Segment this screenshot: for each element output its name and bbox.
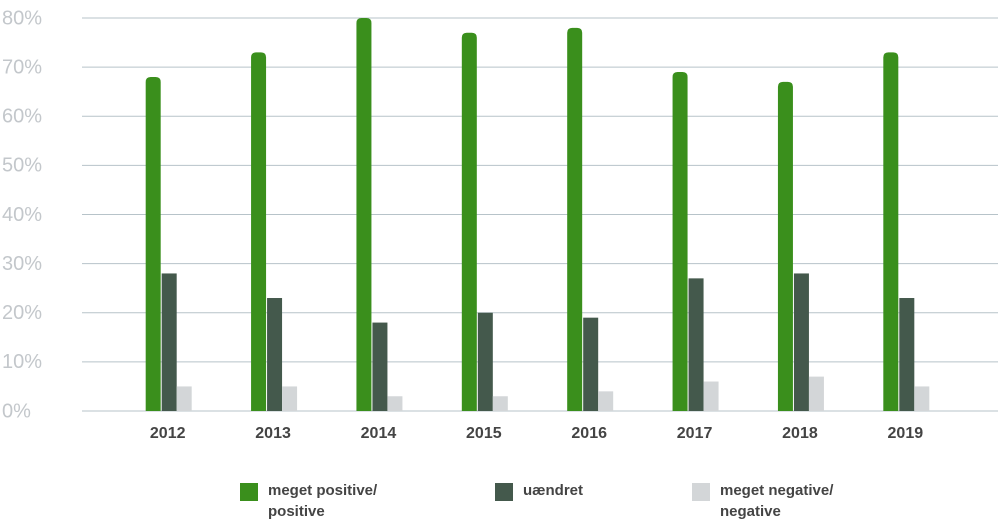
y-tick-label: 40% bbox=[2, 204, 42, 226]
legend-swatch bbox=[495, 483, 513, 501]
bar bbox=[883, 52, 899, 411]
bar bbox=[282, 386, 298, 411]
x-tick-label: 2019 bbox=[888, 425, 924, 442]
legend-item: meget negative/ negative bbox=[692, 480, 860, 522]
y-tick-label: 30% bbox=[2, 253, 42, 275]
y-tick-label: 50% bbox=[2, 155, 42, 177]
bar bbox=[267, 298, 283, 411]
bar bbox=[688, 278, 704, 411]
bar bbox=[176, 386, 192, 411]
legend: meget positive/ positive uændret meget neg… bbox=[0, 480, 998, 520]
bar bbox=[899, 298, 915, 411]
bar bbox=[703, 381, 719, 411]
y-tick-label: 80% bbox=[2, 7, 42, 29]
chart: 0% 10% 20% 30% 40% 50% 60% 70% 80% 2012 2013 2014 20… bbox=[2, 7, 998, 442]
bar bbox=[492, 396, 508, 411]
y-tick-label: 20% bbox=[2, 302, 42, 324]
bar bbox=[672, 72, 688, 411]
x-tick-label: 2016 bbox=[571, 425, 607, 442]
bar bbox=[914, 386, 930, 411]
legend-swatch bbox=[240, 483, 258, 501]
x-tick-label: 2013 bbox=[255, 425, 291, 442]
bar bbox=[145, 76, 161, 411]
x-tick-label: 2012 bbox=[150, 425, 186, 442]
bar bbox=[598, 391, 614, 411]
bar bbox=[461, 32, 477, 412]
legend-item: meget positive/ positive bbox=[240, 480, 408, 522]
bar bbox=[583, 317, 599, 411]
legend-label: meget positive/ positive bbox=[268, 482, 378, 520]
bar bbox=[356, 18, 372, 411]
bar bbox=[372, 322, 388, 411]
legend-label: meget negative/ negative bbox=[720, 482, 834, 520]
bar bbox=[793, 273, 809, 411]
bar bbox=[808, 376, 824, 411]
x-tick-label: 2015 bbox=[466, 425, 502, 442]
bar bbox=[567, 27, 583, 411]
x-tick-label: 2017 bbox=[677, 425, 713, 442]
y-tick-label: 0% bbox=[2, 400, 31, 422]
y-tick-label: 70% bbox=[2, 56, 42, 78]
bar bbox=[251, 52, 267, 411]
bar bbox=[387, 396, 403, 411]
x-tick-label: 2018 bbox=[782, 425, 818, 442]
legend-label: uændret bbox=[523, 482, 583, 499]
legend-item: uændret bbox=[495, 480, 663, 501]
bar bbox=[161, 273, 177, 411]
y-tick-label: 10% bbox=[2, 351, 42, 373]
legend-swatch bbox=[692, 483, 710, 501]
x-tick-label: 2014 bbox=[361, 425, 397, 442]
y-tick-label: 60% bbox=[2, 106, 42, 128]
bar bbox=[477, 312, 493, 411]
bar bbox=[777, 81, 793, 412]
